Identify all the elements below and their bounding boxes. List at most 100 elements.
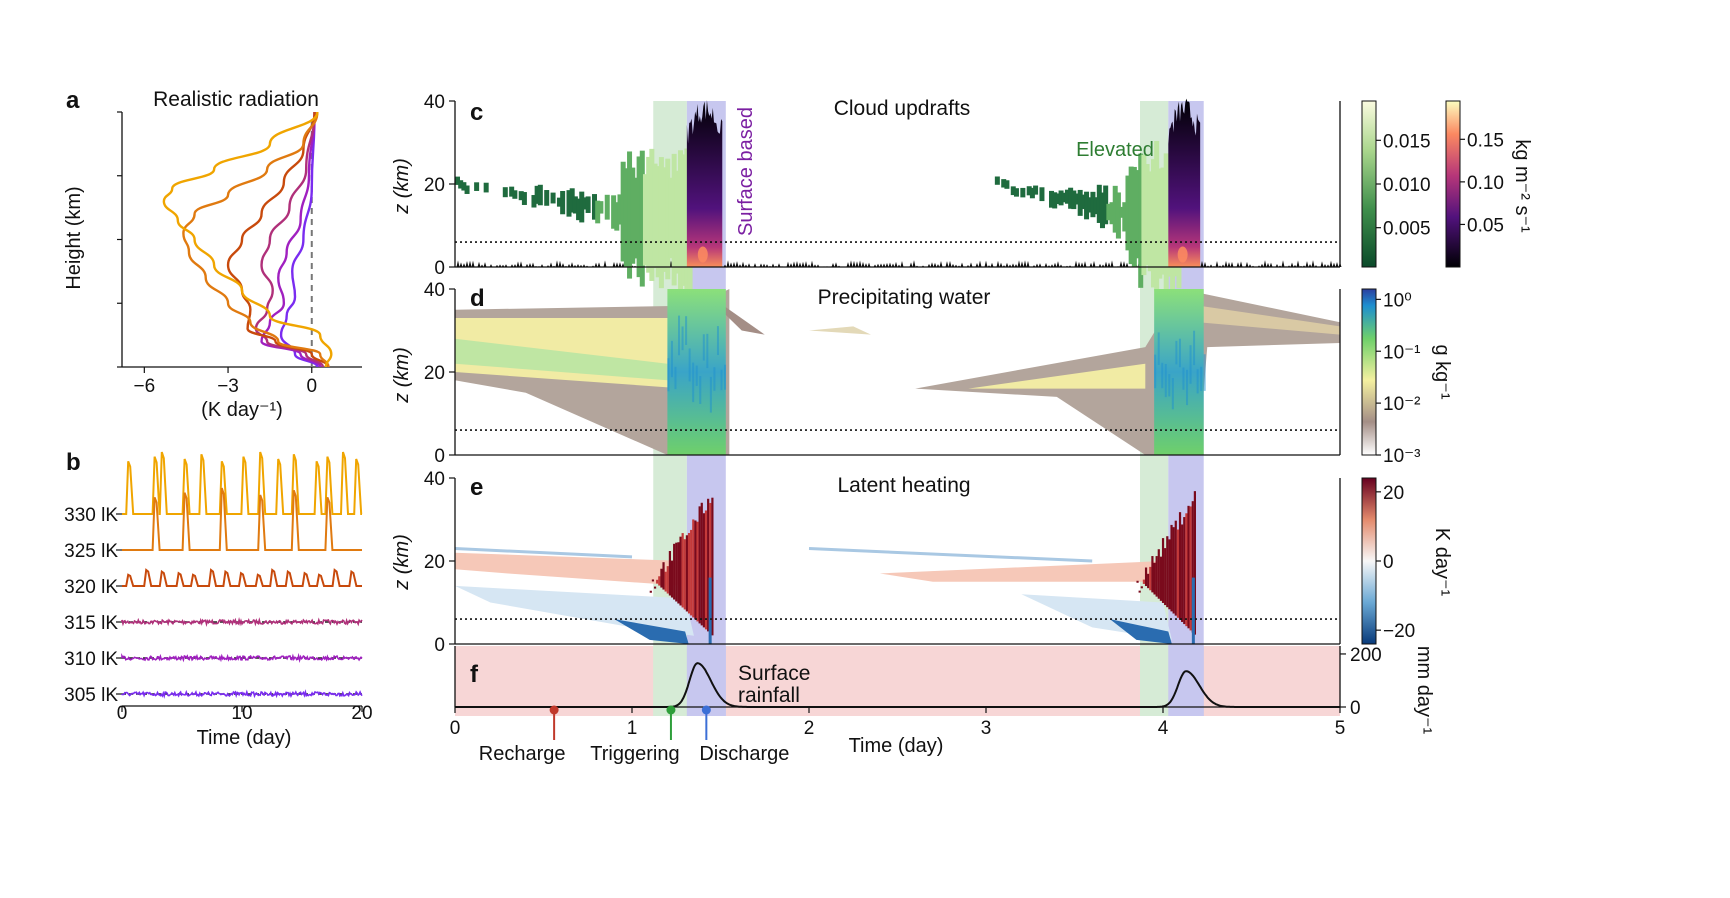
updraft-streak [1077, 189, 1083, 216]
updraft-streak [1141, 154, 1147, 276]
updraft-streak [458, 180, 464, 189]
updraft-streak [1115, 192, 1121, 239]
heating-streak [690, 529, 693, 616]
heating-streak [1136, 580, 1139, 583]
heating-streak [687, 533, 691, 614]
b-trace [122, 487, 362, 551]
z-tick-label: 0 [434, 258, 445, 279]
heating-streak [670, 560, 674, 598]
b-series-label: 320 lK [64, 577, 118, 598]
panel-b-traces: 330 lK 325 lK 320 lK 315 lK 310 lK 305 lK [64, 451, 363, 706]
panel-f-letter: f [470, 661, 479, 688]
panel-d-precip-field [455, 289, 1340, 455]
updraft-streak [1087, 197, 1093, 213]
updraft-streak [556, 197, 562, 207]
warming-layer [455, 552, 686, 586]
heating-streak [1185, 513, 1188, 627]
updraft-streak [509, 186, 515, 197]
updraft-streak [572, 196, 578, 214]
rainfall-line [455, 662, 1340, 708]
updraft-streak [1157, 168, 1163, 279]
precip-core-streak [1196, 369, 1199, 394]
heating-streak [1155, 556, 1158, 597]
upper-anvil-2 [1198, 305, 1340, 335]
panel-e-title: Latent heating [837, 474, 970, 497]
panel-b-letter: b [66, 449, 81, 476]
updraft-streak [455, 176, 460, 185]
f-ytick-label: 200 [1350, 645, 1382, 666]
heating-streak [685, 535, 689, 612]
colorbar-rdbu-ticks: 20 0 −20 [1376, 483, 1415, 642]
precip-core-streak [667, 358, 670, 392]
b-trace [122, 451, 363, 515]
heating-streak [1168, 539, 1171, 610]
z-tick-label: 40 [424, 92, 445, 113]
elevated-label: Elevated [1076, 139, 1154, 161]
colorbar-c-label: kg m⁻² s⁻¹ [1511, 139, 1533, 233]
precip-core-streak [1168, 374, 1171, 397]
precip-core-streak [702, 334, 705, 361]
panel-a-ylabel: Height (km) [63, 186, 85, 289]
panel-a-lines [162, 111, 333, 368]
cb-tick-label: 0.005 [1383, 219, 1431, 240]
updraft-streak [1096, 184, 1102, 223]
panel-a: a Realistic radiation Height (km) (K day… [63, 87, 362, 421]
updraft-streak [674, 170, 680, 274]
cb-tick-label: 0.015 [1383, 131, 1431, 152]
precip-core-streak [678, 315, 681, 356]
updraft-streak [630, 167, 636, 264]
updraft-streak [1084, 191, 1090, 220]
updraft-streak [560, 190, 566, 215]
phase-label-recharge: Recharge [479, 743, 566, 765]
updraft-streak [582, 197, 588, 210]
phase-label-discharge: Discharge [699, 743, 789, 765]
b-series-label: 315 lK [64, 613, 118, 634]
precip-core-streak [695, 365, 698, 386]
phase-dot [701, 705, 711, 715]
anvil-trail [711, 297, 765, 335]
updraft-streak [591, 194, 597, 220]
cool-streak-2 [808, 547, 1093, 563]
f-xtick-label: 2 [804, 718, 815, 739]
heating-streak [1189, 506, 1192, 631]
precip-core-streak [1178, 338, 1181, 368]
precip-core-streak [1175, 340, 1178, 365]
a-line-330K [162, 111, 333, 368]
z-tick-label: 20 [424, 363, 445, 384]
updraft-streak [1119, 206, 1125, 218]
updraft-streak [623, 168, 629, 268]
precip-core-streak [692, 362, 695, 403]
updraft-streak [598, 201, 604, 214]
f-xtick-label: 0 [450, 718, 461, 739]
heating-streak [1176, 529, 1180, 618]
core-max [697, 246, 708, 263]
precip-core-streak [688, 348, 691, 382]
colorbar-rdbu [1361, 477, 1377, 645]
heating-streak [653, 586, 657, 589]
heating-streak [1157, 549, 1160, 599]
a-xtick-label: −3 [217, 376, 239, 397]
f-ytick-label: 0 [1350, 698, 1361, 719]
b-series-label: 325 lK [64, 541, 118, 562]
updraft-streak [1026, 186, 1032, 196]
rainfall-background [455, 646, 1340, 716]
rainfall-label-line1: Surface [738, 662, 810, 685]
panel-c-axes: 0 20 40 [424, 92, 1341, 279]
updraft-streak [1071, 190, 1077, 210]
heating-streak [1166, 536, 1169, 608]
heating-streak [675, 542, 678, 602]
a-line-320K [226, 111, 330, 368]
panel-d-ylabel: z (km) [391, 347, 413, 404]
panel-b-xticks: 0 10 20 [117, 703, 373, 724]
updraft-streak [502, 187, 508, 198]
updraft-streak [1080, 194, 1086, 210]
precip-core-streak [699, 376, 702, 404]
heating-streak [668, 551, 672, 596]
heating-streak [666, 566, 669, 594]
f-xtick-label: 5 [1335, 718, 1346, 739]
heating-streak [1172, 527, 1175, 614]
updraft-streak [1020, 187, 1026, 198]
updraft-streak [1138, 153, 1144, 288]
panel-c-ylabel: z (km) [391, 158, 413, 215]
updraft-streak [569, 188, 575, 213]
